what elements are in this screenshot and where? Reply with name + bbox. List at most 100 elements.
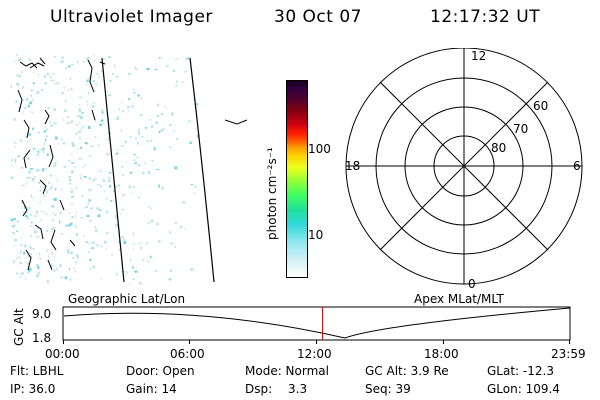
uv-speckle bbox=[69, 212, 71, 215]
uv-speckle bbox=[122, 109, 124, 113]
uv-speckle bbox=[50, 186, 53, 189]
uv-speckle bbox=[92, 79, 95, 83]
uv-speckle bbox=[29, 246, 32, 250]
uv-speckle bbox=[52, 227, 56, 230]
uv-speckle bbox=[135, 67, 138, 71]
uv-speckle bbox=[190, 183, 193, 185]
uv-speckle bbox=[87, 91, 89, 95]
uv-speckle bbox=[28, 206, 31, 210]
uv-speckle bbox=[28, 268, 32, 271]
uv-speckle bbox=[158, 57, 161, 59]
uv-speckle bbox=[37, 266, 40, 270]
uv-speckle bbox=[118, 184, 120, 186]
uv-speckle bbox=[172, 165, 174, 168]
uv-speckle bbox=[37, 73, 39, 76]
uv-speckle bbox=[76, 254, 79, 258]
uv-speckle bbox=[53, 55, 56, 58]
uv-speckle bbox=[32, 247, 34, 250]
uv-speckle bbox=[26, 216, 29, 220]
uv-speckle bbox=[81, 112, 84, 114]
uv-speckle bbox=[43, 130, 46, 133]
uv-speckle bbox=[11, 159, 13, 162]
uv-speckle bbox=[36, 210, 39, 214]
uv-speckle bbox=[157, 115, 160, 117]
geographic-label: Geographic Lat/Lon bbox=[68, 292, 186, 306]
mlt-label-12: 12 bbox=[471, 49, 486, 63]
uv-speckle bbox=[121, 209, 125, 211]
uv-speckle bbox=[80, 217, 84, 219]
uv-speckle bbox=[31, 111, 34, 113]
uv-speckle bbox=[57, 143, 60, 145]
uv-speckle bbox=[51, 199, 54, 201]
uv-speckle bbox=[68, 176, 71, 178]
uv-speckle bbox=[176, 137, 179, 140]
uv-speckle bbox=[37, 150, 40, 153]
uv-speckle bbox=[85, 101, 89, 103]
uv-speckle bbox=[148, 205, 150, 208]
uv-speckle bbox=[65, 224, 67, 227]
uv-speckle bbox=[24, 244, 27, 248]
uv-speckle bbox=[40, 218, 42, 221]
uv-speckle bbox=[29, 101, 32, 105]
uv-speckle bbox=[21, 70, 23, 73]
uv-speckle bbox=[99, 209, 102, 211]
uv-speckle bbox=[51, 252, 53, 255]
uv-speckle bbox=[68, 267, 70, 270]
gc-alt-status: GC Alt: 3.9 Re bbox=[365, 364, 449, 378]
uv-speckle bbox=[25, 135, 26, 137]
uv-speckle bbox=[92, 241, 95, 244]
uv-speckle bbox=[169, 279, 172, 281]
uv-speckle bbox=[89, 220, 92, 223]
uv-speckle bbox=[162, 127, 165, 129]
uv-speckle bbox=[105, 198, 108, 200]
uv-speckle bbox=[43, 75, 47, 78]
uv-speckle bbox=[10, 85, 12, 89]
uv-speckle bbox=[175, 84, 177, 87]
uv-speckle bbox=[16, 74, 19, 77]
uv-speckle bbox=[109, 80, 112, 82]
uv-speckle bbox=[15, 272, 19, 275]
uv-speckle bbox=[88, 126, 91, 129]
uv-speckle bbox=[25, 82, 28, 84]
uv-speckle bbox=[161, 187, 164, 190]
uv-speckle bbox=[106, 232, 109, 235]
timeline-xtick-1200: 12:00 bbox=[297, 347, 332, 361]
uv-speckle bbox=[62, 142, 66, 145]
uv-speckle bbox=[27, 271, 31, 273]
uv-speckle bbox=[49, 174, 53, 177]
uv-speckle bbox=[28, 133, 31, 136]
uv-speckle bbox=[22, 184, 25, 186]
uv-speckle bbox=[99, 170, 102, 173]
uv-speckle bbox=[132, 232, 134, 234]
uv-speckle bbox=[44, 138, 47, 142]
uv-speckle bbox=[60, 138, 63, 141]
uv-speckle bbox=[99, 123, 102, 126]
uv-speckle bbox=[88, 188, 92, 192]
uv-speckle bbox=[13, 245, 15, 247]
uv-speckle bbox=[14, 239, 18, 242]
uv-speckle bbox=[108, 177, 111, 180]
uv-speckle bbox=[54, 162, 57, 164]
uv-speckle bbox=[115, 75, 119, 78]
uv-speckle bbox=[146, 140, 149, 143]
uv-speckle bbox=[79, 136, 81, 140]
uv-speckle bbox=[133, 243, 136, 245]
uv-speckle bbox=[174, 222, 178, 224]
uv-speckle bbox=[87, 202, 90, 205]
uv-speckle bbox=[37, 257, 39, 259]
uv-speckle bbox=[14, 61, 16, 63]
uv-speckle bbox=[70, 120, 73, 124]
uv-speckle bbox=[45, 128, 49, 131]
uv-speckle bbox=[170, 242, 174, 245]
uv-speckle bbox=[137, 141, 139, 145]
altitude-curve bbox=[63, 307, 571, 339]
uv-speckle bbox=[102, 179, 106, 182]
uv-speckle bbox=[38, 253, 41, 255]
uv-speckle bbox=[194, 127, 196, 130]
uv-speckle bbox=[88, 251, 91, 254]
uv-speckle bbox=[118, 248, 121, 251]
uv-speckle bbox=[48, 181, 50, 185]
uv-speckle bbox=[17, 83, 19, 87]
uv-speckle bbox=[158, 130, 161, 134]
uv-speckle bbox=[157, 103, 159, 106]
